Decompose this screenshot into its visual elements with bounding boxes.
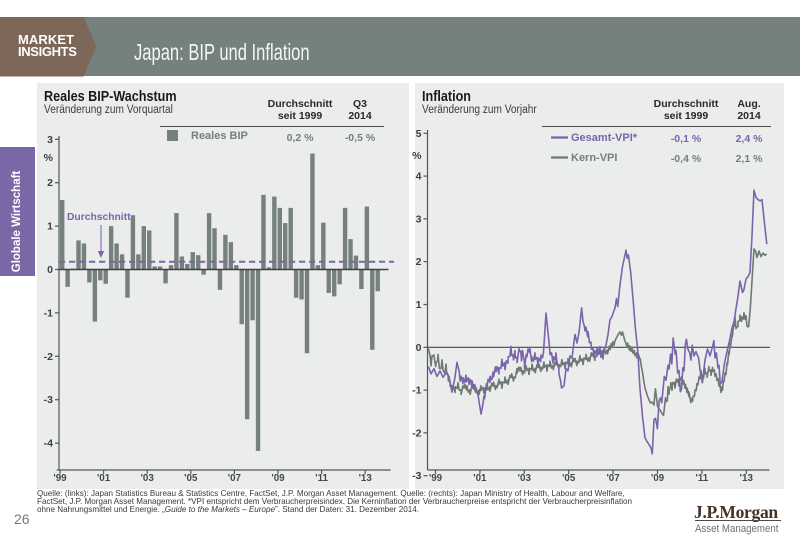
svg-text:0: 0 xyxy=(416,342,422,354)
svg-text:2: 2 xyxy=(47,177,53,189)
svg-text:1: 1 xyxy=(47,221,53,233)
svg-text:4: 4 xyxy=(416,171,422,183)
svg-text:'13: '13 xyxy=(740,473,754,484)
svg-text:1: 1 xyxy=(416,299,422,311)
svg-text:'05: '05 xyxy=(184,473,198,484)
svg-text:-1: -1 xyxy=(412,385,421,397)
svg-text:'99: '99 xyxy=(53,473,67,484)
svg-text:'01: '01 xyxy=(473,473,487,484)
svg-text:-2: -2 xyxy=(44,351,53,363)
svg-text:'13: '13 xyxy=(359,473,373,484)
svg-text:'09: '09 xyxy=(651,473,665,484)
svg-text:3: 3 xyxy=(416,213,422,225)
svg-text:'01: '01 xyxy=(97,473,111,484)
svg-text:-3: -3 xyxy=(412,470,421,482)
svg-text:'99: '99 xyxy=(429,473,443,484)
svg-text:%: % xyxy=(44,152,54,164)
svg-text:3: 3 xyxy=(47,134,53,146)
svg-text:-4: -4 xyxy=(44,438,53,450)
svg-text:'03: '03 xyxy=(141,473,155,484)
svg-text:'07: '07 xyxy=(228,473,242,484)
svg-text:Durchschnitt: Durchschnitt xyxy=(67,212,131,223)
svg-text:-2: -2 xyxy=(412,427,421,439)
svg-text:'09: '09 xyxy=(271,473,285,484)
svg-text:-3: -3 xyxy=(44,394,53,406)
svg-text:%: % xyxy=(412,150,422,162)
svg-text:5: 5 xyxy=(416,128,422,140)
svg-text:'11: '11 xyxy=(696,473,709,484)
svg-text:2: 2 xyxy=(416,256,422,268)
svg-text:'05: '05 xyxy=(562,473,576,484)
svg-text:'07: '07 xyxy=(606,473,620,484)
svg-text:'11: '11 xyxy=(315,473,328,484)
svg-text:'03: '03 xyxy=(518,473,532,484)
svg-text:0: 0 xyxy=(47,264,53,276)
svg-text:-1: -1 xyxy=(44,307,53,319)
